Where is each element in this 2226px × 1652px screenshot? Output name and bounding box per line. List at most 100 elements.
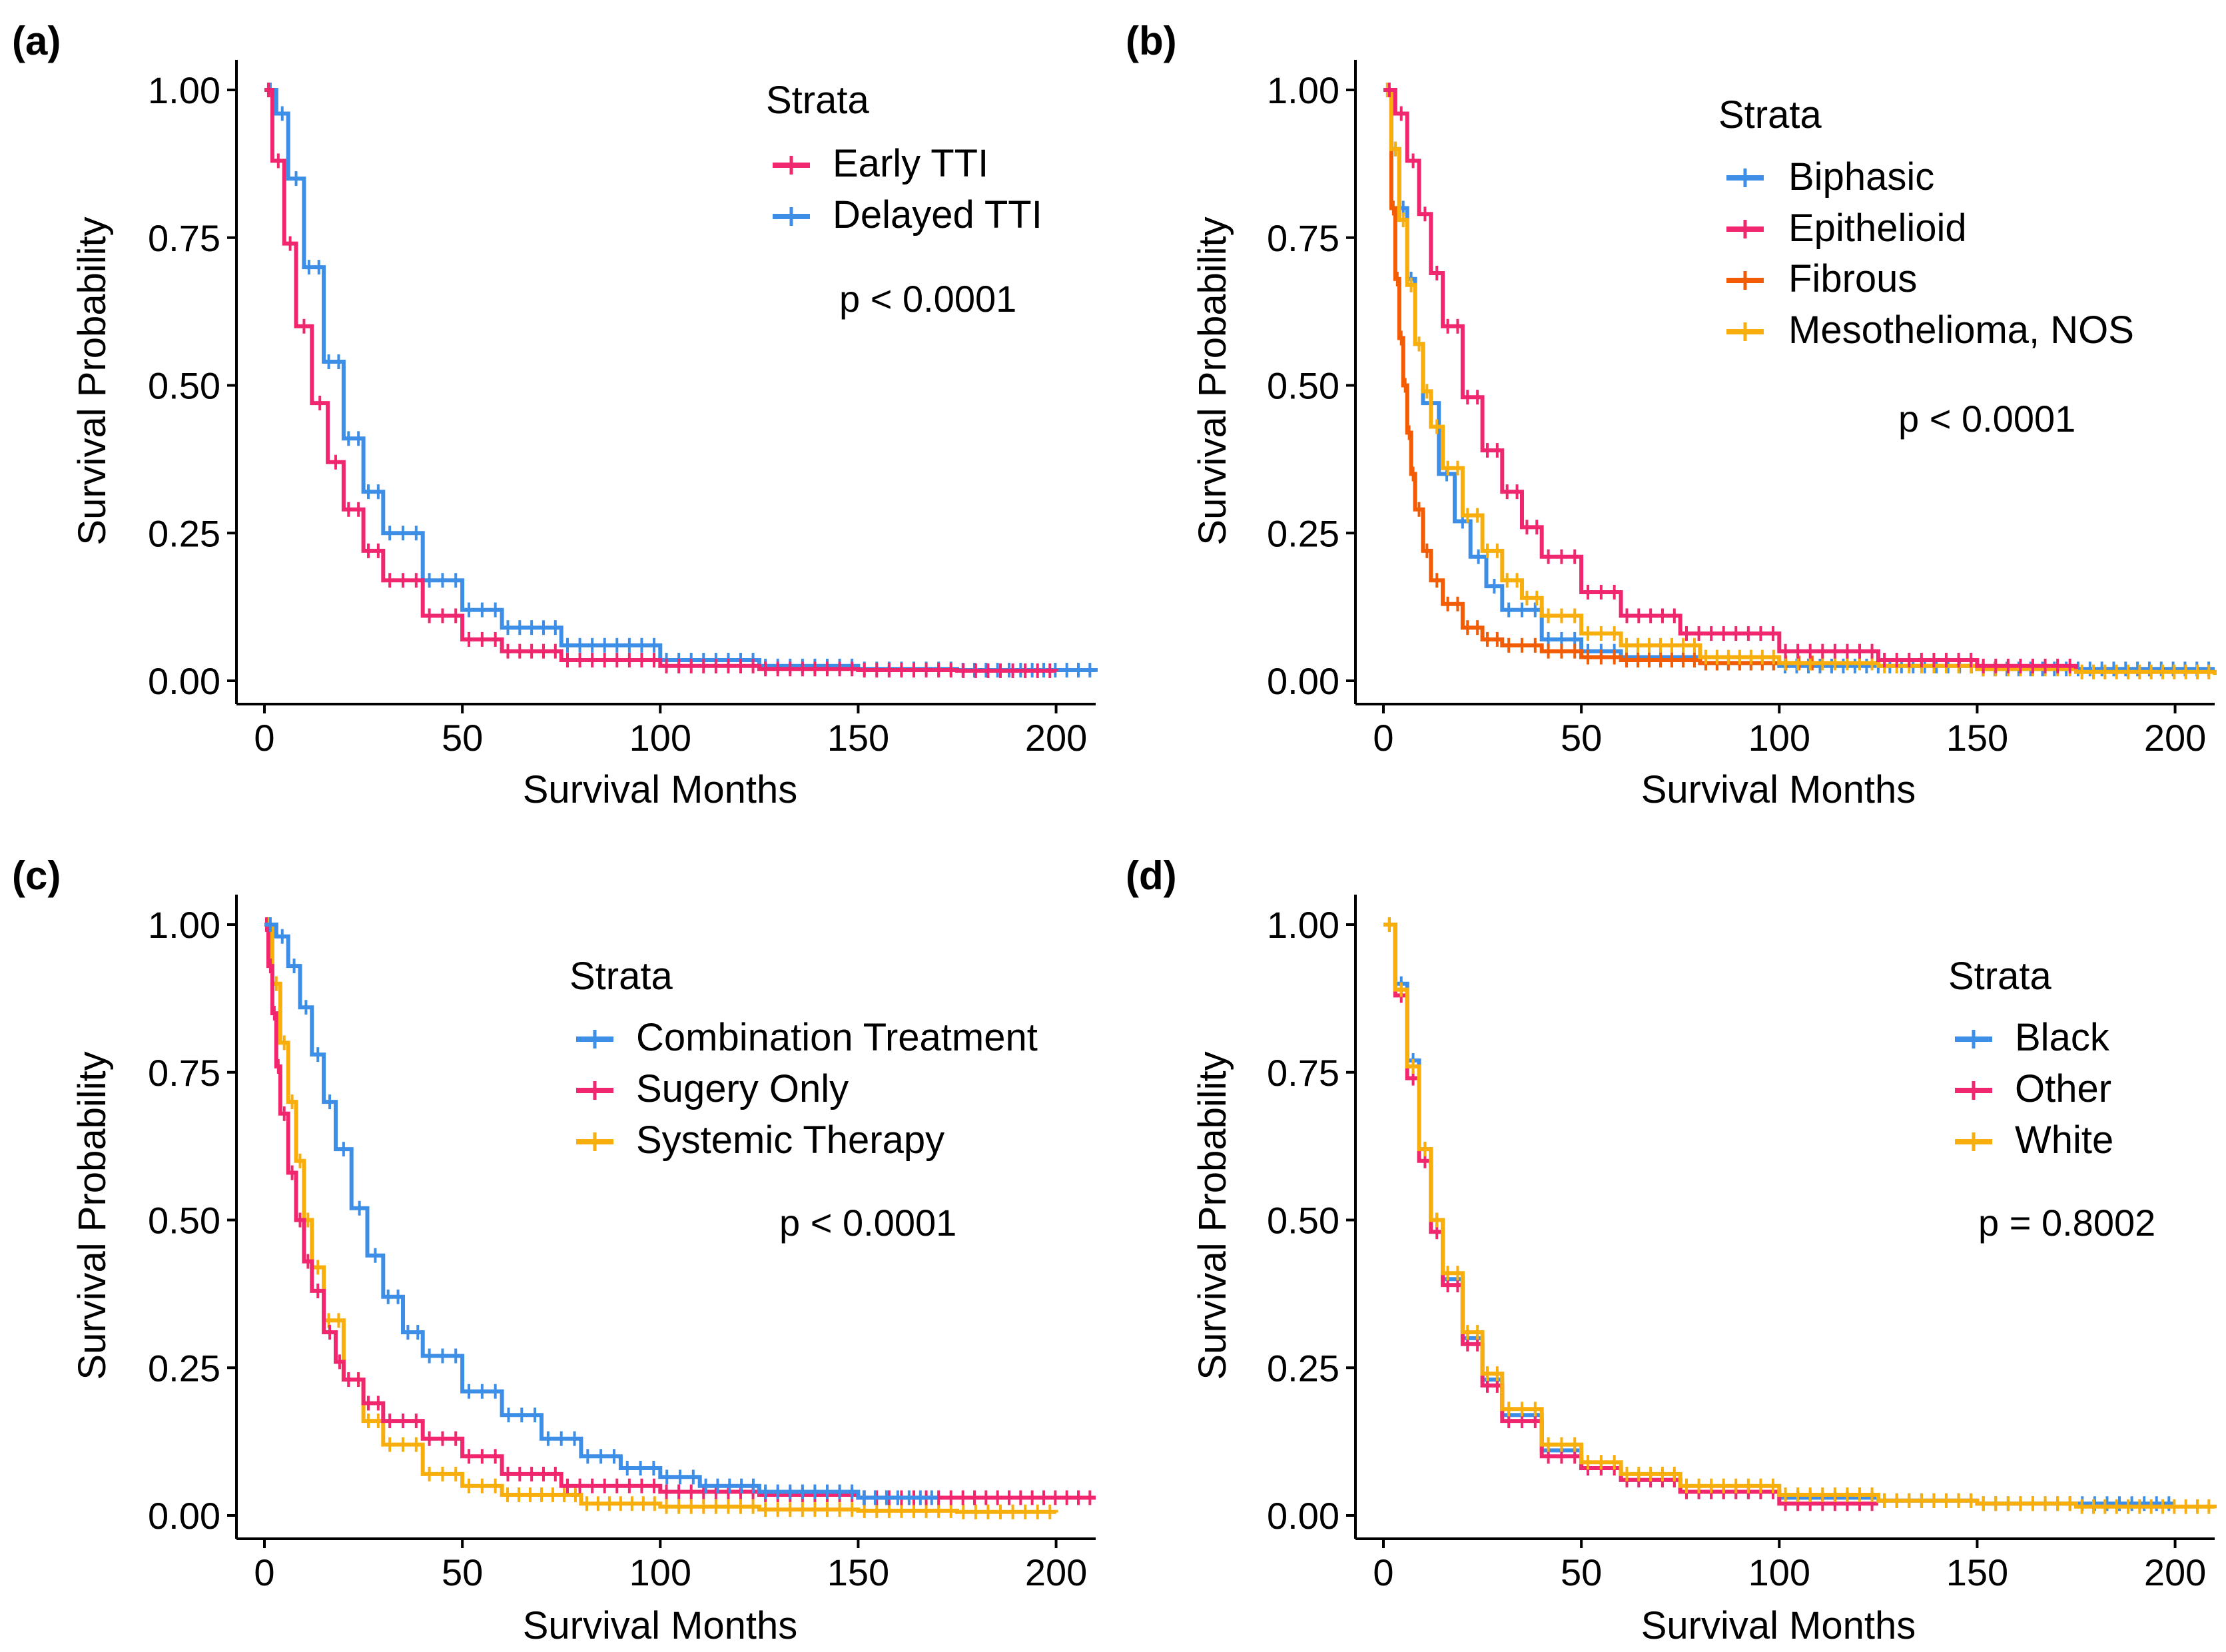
p-value: p < 0.0001 [779, 1202, 956, 1244]
y-tick-label: 0.75 [148, 1052, 220, 1094]
x-tick-label: 150 [1946, 1551, 2008, 1593]
series-line-sugery-only [264, 923, 1096, 1500]
series-line-epithelioid [1383, 88, 2078, 669]
panel-a: (a) Survival Probability Survival Months… [12, 19, 1098, 811]
y-tick-label: 1.00 [1267, 904, 1339, 946]
y-tick-label: 1.00 [148, 69, 220, 111]
y-tick-label: 0.50 [148, 365, 220, 407]
y-axis-title: Survival Probability [71, 216, 114, 545]
legend-label-other: Other [2015, 1067, 2111, 1110]
legend-key-mesothelioma-nos [1726, 322, 1764, 341]
legend-label-biphasic: Biphasic [1788, 155, 1934, 199]
x-tick-label: 0 [1373, 1551, 1393, 1593]
panel-label: (d) [1126, 853, 1177, 898]
y-tick-label: 0.25 [148, 1347, 220, 1389]
legend-title: Strata [766, 79, 869, 122]
x-tick-label: 200 [2144, 717, 2206, 759]
panel-b: (b) Survival Probability Survival Months… [1126, 19, 2217, 811]
x-tick-label: 200 [2144, 1551, 2206, 1593]
x-tick-label: 0 [1373, 717, 1393, 759]
y-tick-label: 0.75 [1267, 1052, 1339, 1094]
legend-key-epithelioid [1726, 220, 1764, 238]
legend-key-other [1955, 1081, 1992, 1100]
legend-key-white [1955, 1132, 1992, 1151]
panel-d: (d) Survival Probability Survival Months… [1126, 853, 2217, 1647]
legend-key-fibrous [1726, 271, 1764, 290]
y-axis-title: Survival Probability [1191, 1051, 1234, 1380]
legend-label-sugery-only: Sugery Only [636, 1067, 849, 1110]
series-line-white [1383, 923, 2217, 1509]
x-axis-title: Survival Months [1641, 768, 1916, 811]
legend-label-delayed-tti: Delayed TTI [833, 193, 1042, 236]
x-tick-label: 50 [1561, 717, 1602, 759]
y-axis-title: Survival Probability [71, 1051, 114, 1380]
censor-marks-early-tti [266, 83, 1052, 678]
y-tick-label: 0.50 [1267, 365, 1339, 407]
p-value: p < 0.0001 [1898, 398, 2075, 440]
series-line-fibrous [1383, 88, 1819, 665]
legend-label-systemic-therapy: Systemic Therapy [636, 1118, 944, 1162]
y-axis-title: Survival Probability [1191, 216, 1234, 545]
censor-marks-systemic-therapy [266, 917, 1052, 1519]
legend-key-combination-treatment [576, 1030, 613, 1048]
legend-key-biphasic [1726, 169, 1764, 187]
panel-label: (b) [1126, 19, 1177, 63]
x-tick-label: 200 [1025, 1551, 1087, 1593]
censor-marks-other [1387, 917, 1874, 1511]
legend-label-black: Black [2015, 1016, 2110, 1059]
censor-marks-white [1387, 917, 2211, 1514]
x-tick-label: 50 [1561, 1551, 1602, 1593]
panel-c: (c) Survival Probability Survival Months… [12, 853, 1096, 1647]
panel-label: (a) [12, 19, 61, 63]
censor-marks-fibrous [1385, 83, 1814, 671]
legend-label-epithelioid: Epithelioid [1788, 206, 1967, 250]
x-tick-label: 0 [254, 1551, 274, 1593]
legend-key-delayed-tti [773, 207, 810, 226]
y-tick-label: 0.00 [148, 660, 220, 702]
censor-marks-combination-treatment [268, 917, 933, 1505]
y-tick-label: 0.75 [148, 217, 220, 259]
legend-key-black [1955, 1030, 1992, 1048]
legend-label-early-tti: Early TTI [833, 142, 988, 185]
x-tick-label: 100 [629, 1551, 691, 1593]
censor-marks-sugery-only [264, 917, 1092, 1505]
x-axis-title: Survival Months [523, 1604, 798, 1647]
y-tick-label: 1.00 [148, 904, 220, 946]
legend-key-sugery-only [576, 1081, 613, 1100]
y-tick-label: 0.25 [1267, 512, 1339, 554]
x-tick-label: 100 [629, 717, 691, 759]
panel-label: (c) [12, 853, 61, 898]
legend-label-combination-treatment: Combination Treatment [636, 1016, 1038, 1059]
legend-label-white: White [2015, 1118, 2113, 1162]
x-tick-label: 200 [1025, 717, 1087, 759]
x-tick-label: 50 [442, 1551, 483, 1593]
x-tick-label: 0 [254, 717, 274, 759]
y-tick-label: 0.00 [1267, 660, 1339, 702]
legend-key-systemic-therapy [576, 1132, 613, 1151]
x-axis-title: Survival Months [1641, 1604, 1916, 1647]
legend-key-early-tti [773, 156, 810, 175]
y-tick-label: 0.50 [1267, 1200, 1339, 1242]
x-tick-label: 150 [1946, 717, 2008, 759]
x-tick-label: 150 [827, 1551, 889, 1593]
x-tick-label: 100 [1748, 717, 1810, 759]
x-tick-label: 50 [442, 717, 483, 759]
x-tick-label: 150 [827, 717, 889, 759]
y-tick-label: 0.00 [1267, 1495, 1339, 1537]
legend-label-mesothelioma-nos: Mesothelioma, NOS [1788, 308, 2134, 352]
legend-label-fibrous: Fibrous [1788, 257, 1917, 300]
y-tick-label: 0.25 [148, 512, 220, 554]
series-line-early-tti [264, 88, 1058, 673]
p-value: p = 0.8002 [1978, 1202, 2155, 1244]
y-tick-label: 1.00 [1267, 69, 1339, 111]
legend-title: Strata [1948, 955, 2051, 998]
x-tick-label: 100 [1748, 1551, 1810, 1593]
legend-title: Strata [569, 955, 673, 998]
y-tick-label: 0.25 [1267, 1347, 1339, 1389]
y-tick-label: 0.75 [1267, 217, 1339, 259]
censor-marks-epithelioid [1387, 83, 2071, 673]
series-line-other [1383, 923, 1878, 1506]
x-axis-title: Survival Months [523, 768, 798, 811]
